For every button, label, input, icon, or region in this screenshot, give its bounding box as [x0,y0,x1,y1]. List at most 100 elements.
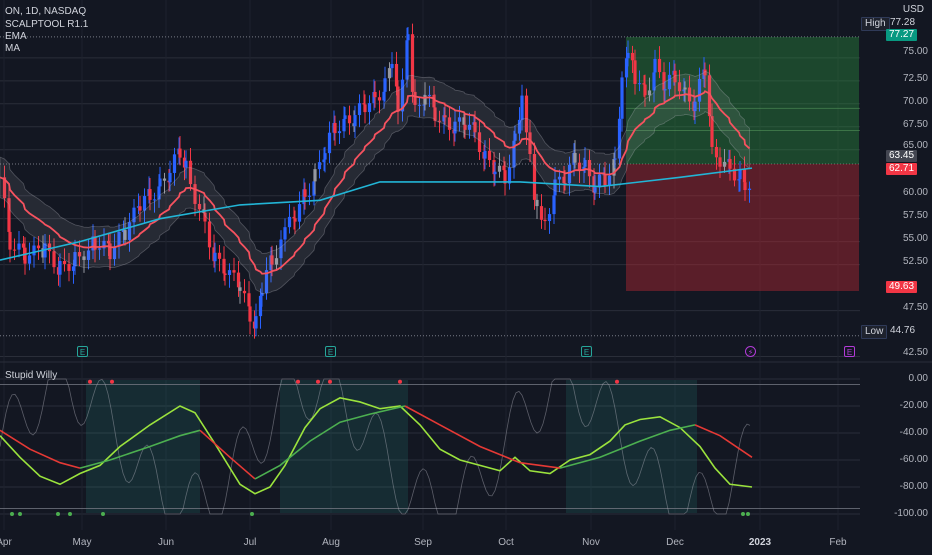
candle-body [432,94,436,108]
candle-body [86,250,91,260]
candle-body [270,255,274,265]
candle-body [394,63,399,87]
candle-body [492,160,496,175]
osc-tick: -20.00 [899,400,928,411]
osc-signal-dot [101,512,105,516]
candle-body [707,75,712,117]
price-tick: 60.00 [902,187,928,198]
earnings-icon[interactable]: E [325,346,336,357]
currency-label[interactable]: USD [902,4,924,15]
candle-body [718,157,722,167]
candle-body [406,34,410,41]
candle-body [152,199,157,201]
low-label: Low [861,325,888,339]
month-label: Apr [0,537,12,548]
osc-signal-dot [10,512,14,516]
osc-signal-dot [110,379,114,384]
candle-body [405,40,409,80]
candle-body [400,79,405,112]
candle-body [132,207,136,223]
candle-body [473,122,477,133]
candle-body [487,150,492,161]
candle-body [41,248,45,258]
candle-body [583,160,587,167]
earnings-icon[interactable]: E [844,346,855,357]
candle-body [127,222,132,240]
candle-body [223,273,227,276]
osc-signal-dot [296,379,300,384]
oscillator-zone [566,380,697,513]
candle-body [477,132,482,153]
candle-body [697,79,702,102]
osc-signal-dot [18,512,22,516]
earnings-icon[interactable]: E [581,346,592,357]
candle-body [207,221,212,248]
candle-body [667,74,672,90]
candle-body [447,117,452,130]
osc-signal-dot [250,512,254,516]
candle-body [517,119,522,134]
candle-body [683,87,687,90]
candle-body [577,162,582,172]
oscillator-title[interactable]: Stupid Willy [5,370,58,381]
candle-body [737,179,741,181]
candle-body [303,189,307,197]
candle-body [238,287,242,291]
candle-body [213,252,217,262]
candle-body [462,117,466,125]
candle-body [637,83,642,85]
candle-body [620,77,624,119]
candle-body [497,165,502,172]
candle-body [362,103,366,105]
candle-body [382,91,386,101]
month-label: Dec [666,537,684,548]
candle-body [673,70,677,83]
osc-signal-dot [746,512,750,516]
candle-body [442,115,446,122]
candle-body [292,216,296,219]
candle-body [32,245,36,256]
price-tick: 70.00 [902,96,928,107]
candle-body [317,162,322,170]
earnings-icon[interactable]: E [77,346,88,357]
candle-body [157,186,161,200]
candle-body [367,103,372,113]
candle-body [327,132,332,154]
candle-body [47,243,52,252]
price-tick: 65.00 [902,140,928,151]
candle-body [427,94,432,96]
candle-body [337,131,342,134]
candle-body [617,118,622,159]
candle-body [108,243,112,260]
osc-tick: -100.00 [894,508,928,519]
osc-signal-dot [328,379,332,384]
candle-body [443,115,447,118]
candle-body [58,260,62,275]
indicator-ema[interactable]: EMA [5,31,27,42]
candle-body [653,58,657,73]
candle-body [342,118,346,132]
candle-body [693,101,697,112]
candle-body [117,232,121,247]
lightning-icon[interactable]: ⚡ [745,346,756,357]
candle-body [21,243,26,248]
candle-body [293,218,297,222]
candle-body [543,219,547,222]
indicator-scalptool[interactable]: SCALPTOOL R1.1 [5,19,89,30]
osc-fast-line [0,397,753,495]
osc-slow-line [694,424,753,458]
candle-body [728,158,732,169]
candle-body [532,154,537,200]
candle-body [287,216,292,228]
candle-body [483,150,487,159]
candle-body [7,198,11,232]
osc-signal-dot [68,512,72,516]
candle-body [535,199,539,207]
candle-body [503,170,507,184]
candle-body [36,245,41,249]
candle-body [8,231,12,250]
candle-body [172,154,177,173]
indicator-ma[interactable]: MA [5,43,20,54]
